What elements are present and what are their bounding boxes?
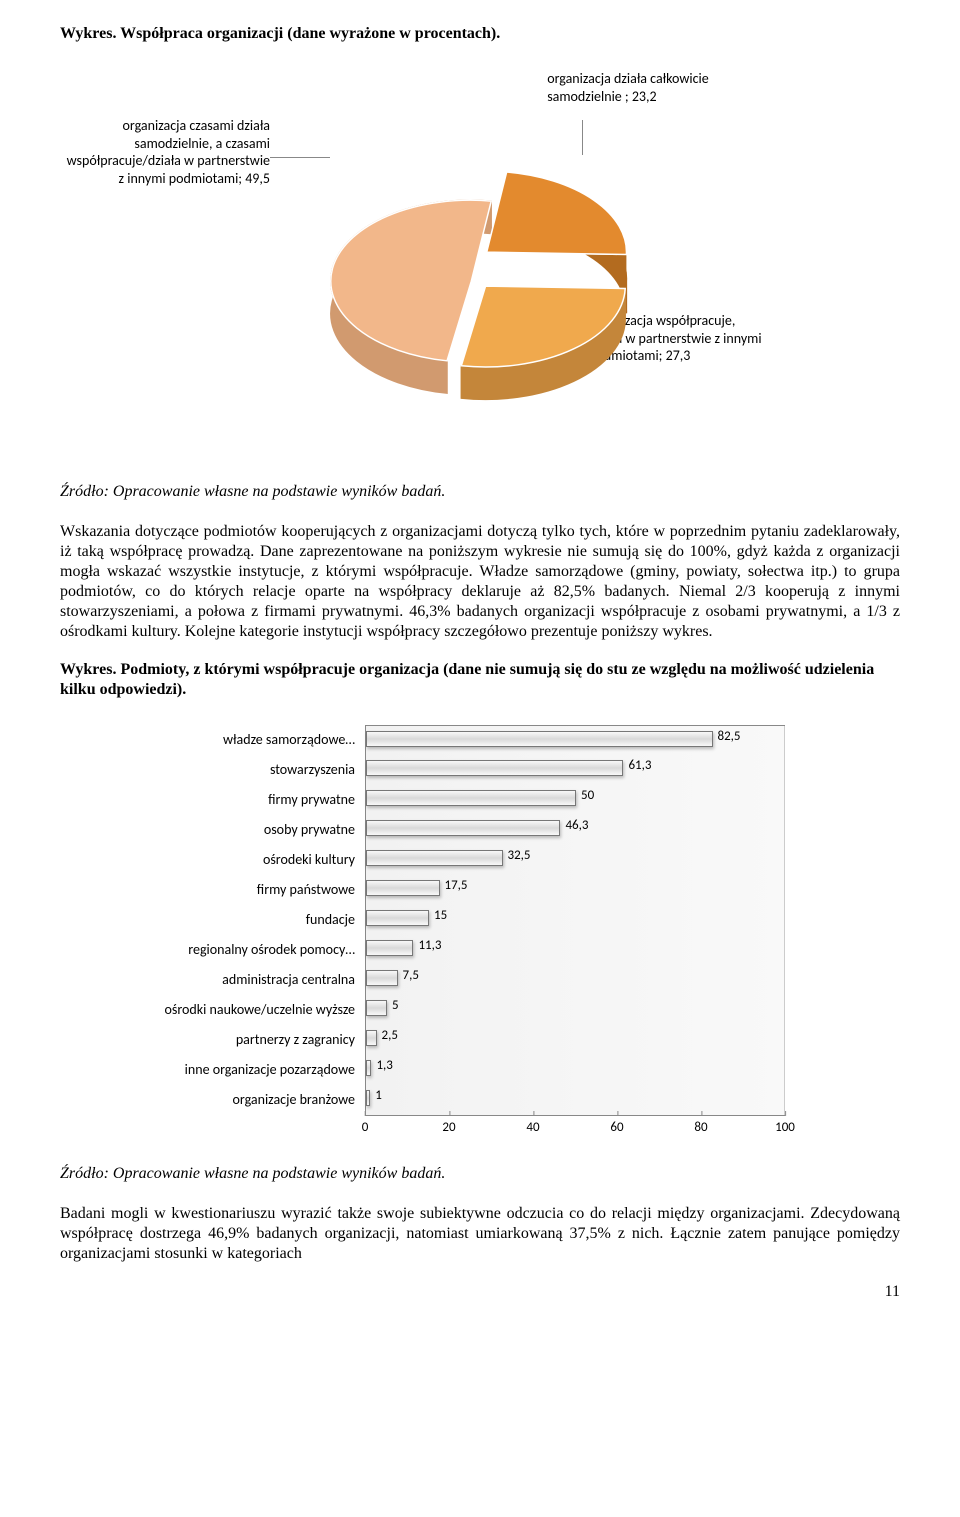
- pie-label-top: organizacja działa całkowicie samodzieln…: [547, 70, 722, 105]
- bar-category: stowarzyszenia: [100, 761, 365, 779]
- bar-category: regionalny ośrodek pomocy…: [100, 941, 365, 959]
- bar-value: 5: [386, 998, 399, 1014]
- bar-row: organizacje branżowe1: [100, 1085, 900, 1115]
- bar: 2,5: [366, 1030, 377, 1046]
- axis-tick: 40: [526, 1116, 539, 1136]
- page-number: 11: [60, 1282, 900, 1302]
- bar-value: 32,5: [502, 848, 531, 864]
- bar-value: 61,3: [622, 758, 651, 774]
- bar-category: osoby prywatne: [100, 821, 365, 839]
- bar-row: stowarzyszenia61,3: [100, 755, 900, 785]
- bar: 82,5: [366, 731, 713, 747]
- bar-row: partnerzy z zagranicy2,5: [100, 1025, 900, 1055]
- bar-category: firmy państwowe: [100, 881, 365, 899]
- bar: 5: [366, 1000, 387, 1016]
- bar-row: inne organizacje pozarządowe1,3: [100, 1055, 900, 1085]
- bar-row: osoby prywatne46,3: [100, 815, 900, 845]
- pie-label-left: organizacja czasami działa samodzielnie,…: [60, 117, 270, 187]
- axis-tick: 100: [775, 1116, 795, 1136]
- bar-category: partnerzy z zagranicy: [100, 1031, 365, 1049]
- chart1-title: Wykres. Współpraca organizacji (dane wyr…: [60, 24, 900, 44]
- chart2-title: Wykres. Podmioty, z którymi współpracuje…: [60, 660, 900, 700]
- bar-category: ośrodeki kultury: [100, 851, 365, 869]
- bar-row: ośrodeki kultury32,5: [100, 845, 900, 875]
- source2: Źródło: Opracowanie własne na podstawie …: [60, 1164, 900, 1184]
- bar: 32,5: [366, 850, 503, 866]
- bar-category: organizacje branżowe: [100, 1091, 365, 1109]
- bar-row: firmy prywatne50: [100, 785, 900, 815]
- bar: 50: [366, 790, 576, 806]
- bar: 7,5: [366, 970, 398, 986]
- bar-chart: władze samorządowe…82,5stowarzyszenia61,…: [60, 725, 900, 1139]
- bar-value: 17,5: [439, 878, 468, 894]
- pie-chart: organizacja czasami działa samodzielnie,…: [60, 62, 900, 462]
- bar: 1,3: [366, 1060, 371, 1076]
- paragraph2: Badani mogli w kwestionariuszu wyrazić t…: [60, 1204, 900, 1264]
- bar-category: ośrodki naukowe/uczelnie wyższe: [100, 1001, 365, 1019]
- bar: 17,5: [366, 880, 440, 896]
- bar-category: administracja centralna: [100, 971, 365, 989]
- bar-value: 1,3: [370, 1058, 392, 1074]
- bar-value: 2,5: [376, 1028, 398, 1044]
- bar: 61,3: [366, 760, 623, 776]
- axis-tick: 20: [442, 1116, 455, 1136]
- bar-value: 82,5: [712, 729, 741, 745]
- paragraph1: Wskazania dotyczące podmiotów kooperując…: [60, 522, 900, 642]
- bar-category: firmy prywatne: [100, 791, 365, 809]
- bar-row: regionalny ośrodek pomocy…11,3: [100, 935, 900, 965]
- bar-row: firmy państwowe17,5: [100, 875, 900, 905]
- bar-value: 1: [369, 1088, 382, 1104]
- bar-value: 50: [575, 788, 594, 804]
- bar-value: 7,5: [397, 968, 419, 984]
- bar: 46,3: [366, 820, 560, 836]
- bar-value: 15: [428, 908, 447, 924]
- bar-value: 46,3: [559, 818, 588, 834]
- bar: 11,3: [366, 940, 413, 956]
- source1: Źródło: Opracowanie własne na podstawie …: [60, 482, 900, 502]
- bar: 15: [366, 910, 429, 926]
- bar-row: władze samorządowe…82,5: [100, 725, 900, 755]
- bar-category: władze samorządowe…: [100, 731, 365, 749]
- bar-row: administracja centralna7,5: [100, 965, 900, 995]
- bar-row: ośrodki naukowe/uczelnie wyższe5: [100, 995, 900, 1025]
- bar-value: 11,3: [412, 938, 441, 954]
- axis-tick: 60: [610, 1116, 623, 1136]
- bar-row: fundacje15: [100, 905, 900, 935]
- pie-svg: [310, 157, 650, 407]
- axis-tick: 0: [362, 1116, 369, 1136]
- bar-category: fundacje: [100, 911, 365, 929]
- bar: 1: [366, 1090, 370, 1106]
- bar-category: inne organizacje pozarządowe: [100, 1061, 365, 1079]
- axis-tick: 80: [694, 1116, 707, 1136]
